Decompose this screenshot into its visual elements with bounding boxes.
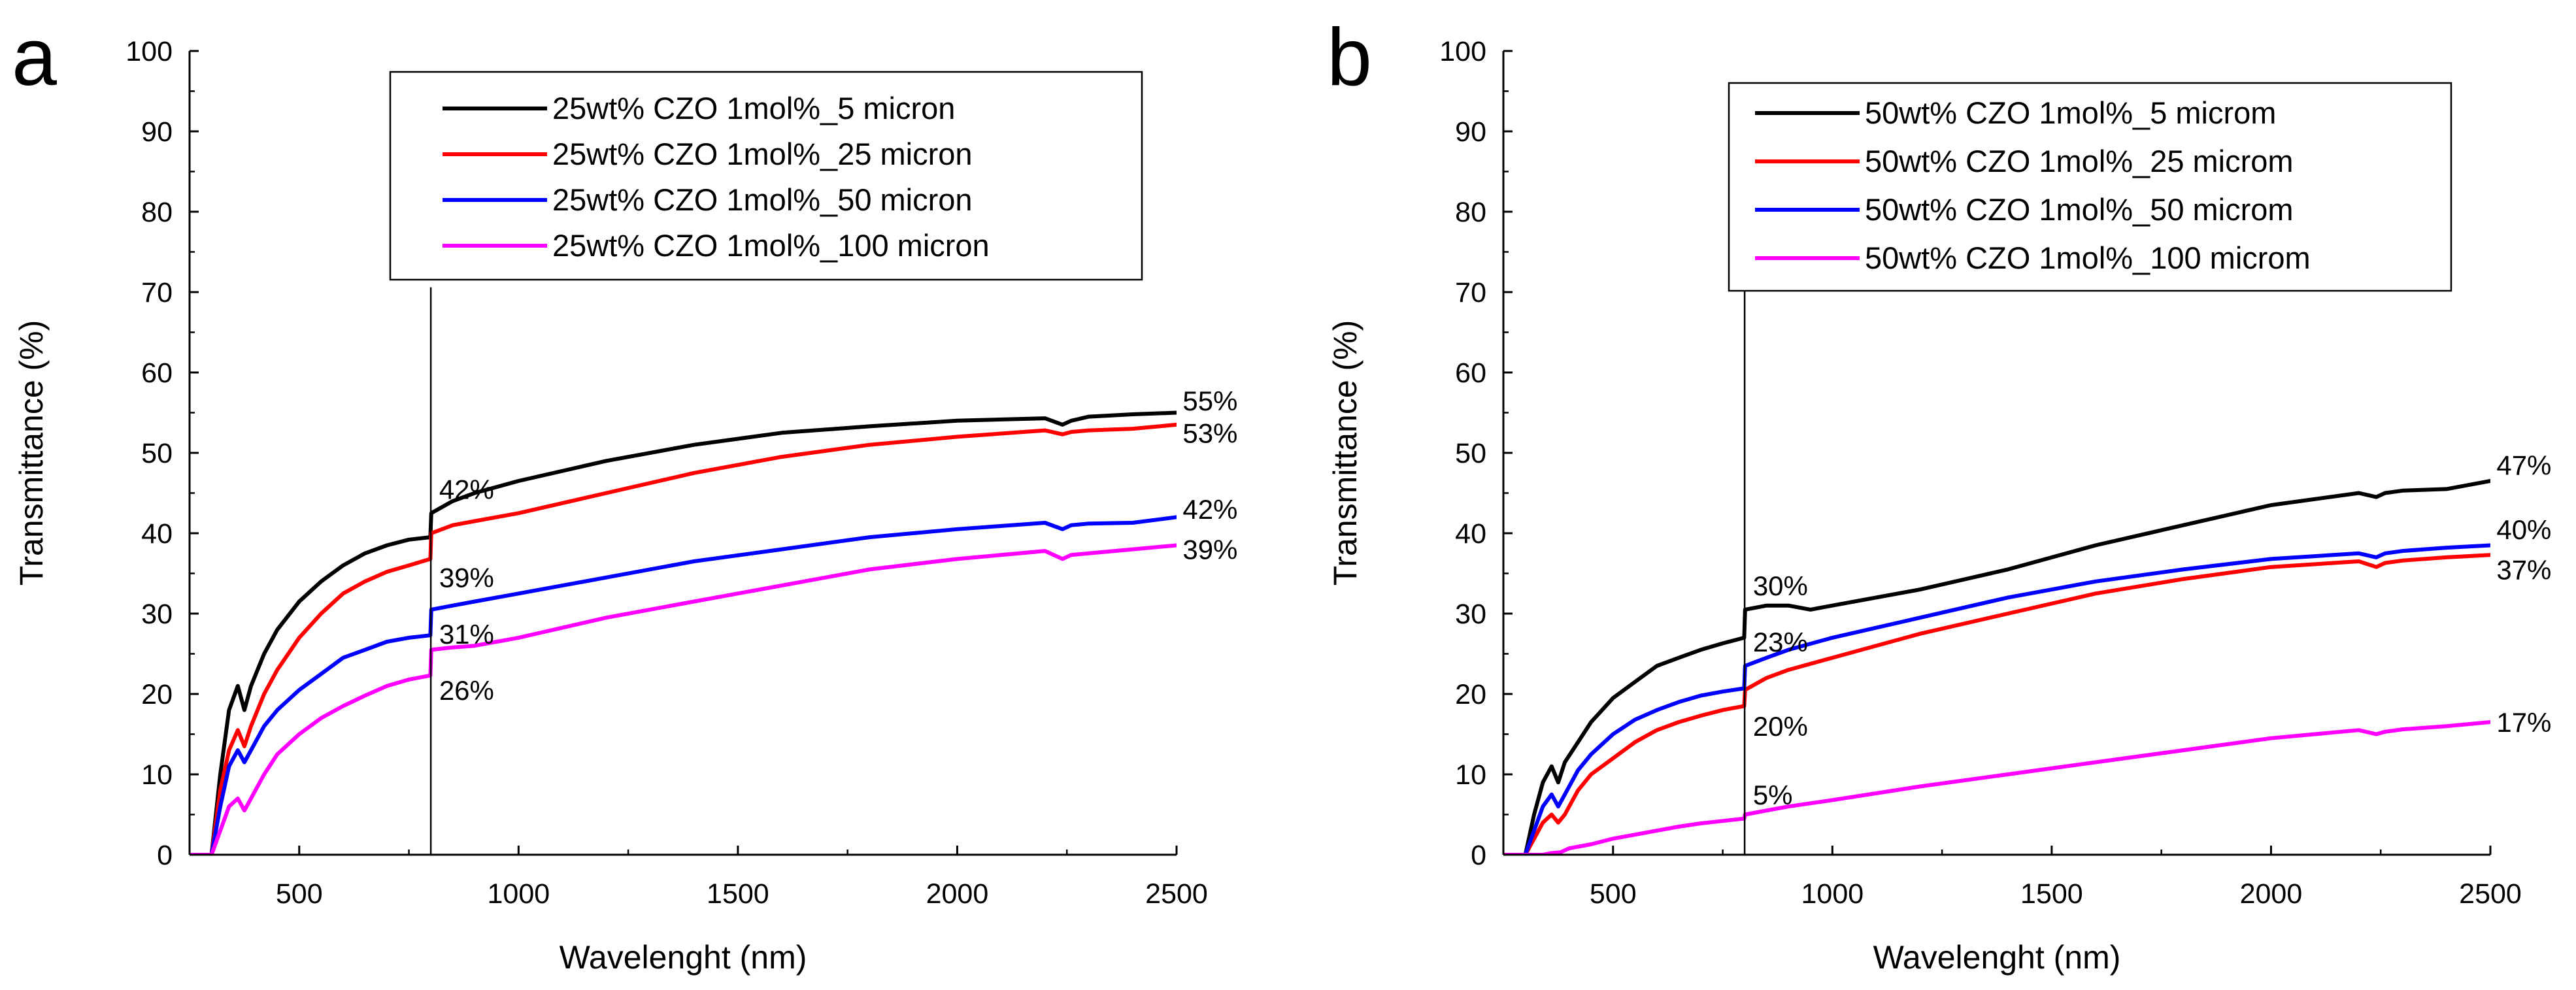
value-annotation: 53% bbox=[1182, 418, 1237, 448]
x-tick-label: 2500 bbox=[2459, 878, 2522, 910]
legend-label-2: 50wt% CZO 1mol%_50 microm bbox=[1865, 192, 2294, 227]
x-axis-title: Wavelenght (nm) bbox=[560, 939, 807, 976]
y-tick-label: 30 bbox=[141, 599, 173, 630]
x-tick-label: 500 bbox=[276, 878, 323, 910]
y-tick-label: 100 bbox=[1439, 36, 1486, 67]
x-tick-label: 1500 bbox=[2020, 878, 2083, 910]
x-axis-title: Wavelenght (nm) bbox=[1873, 939, 2121, 976]
value-annotation: 42% bbox=[439, 474, 494, 504]
y-tick-label: 70 bbox=[141, 277, 173, 308]
value-annotation: 39% bbox=[439, 563, 494, 593]
value-annotation: 5% bbox=[1753, 780, 1793, 810]
y-tick-label: 0 bbox=[157, 840, 173, 871]
y-tick-label: 50 bbox=[1455, 438, 1486, 469]
y-tick-label: 30 bbox=[1455, 599, 1486, 630]
panel-letter: a bbox=[12, 12, 57, 103]
y-tick-label: 10 bbox=[141, 759, 173, 791]
legend-label-2: 25wt% CZO 1mol%_50 micron bbox=[552, 182, 973, 217]
y-tick-label: 50 bbox=[141, 438, 173, 469]
value-annotation: 40% bbox=[2496, 514, 2551, 545]
y-tick-label: 90 bbox=[141, 116, 173, 148]
y-tick-label: 70 bbox=[1455, 277, 1486, 308]
series-group bbox=[1503, 479, 2490, 855]
value-annotation: 42% bbox=[1182, 494, 1237, 525]
value-annotation: 17% bbox=[2496, 707, 2551, 738]
series-line-3 bbox=[1503, 720, 2490, 855]
legend: 25wt% CZO 1mol%_5 micron 25wt% CZO 1mol%_… bbox=[389, 71, 1143, 281]
panel-letter: b bbox=[1327, 12, 1372, 103]
y-tick-label: 40 bbox=[141, 518, 173, 550]
legend-label-1: 25wt% CZO 1mol%_25 micron bbox=[552, 137, 973, 171]
legend-label-3: 25wt% CZO 1mol%_100 micron bbox=[552, 228, 990, 263]
series-line-3 bbox=[190, 543, 1177, 855]
y-tick-label: 90 bbox=[1455, 116, 1486, 148]
y-axis-title: Transmittance (%) bbox=[13, 320, 50, 586]
value-annotation: 37% bbox=[2496, 554, 2551, 585]
value-annotation: 26% bbox=[439, 675, 494, 706]
y-tick-label: 60 bbox=[141, 357, 173, 389]
value-annotation: 23% bbox=[1753, 627, 1808, 657]
x-tick-label: 500 bbox=[1590, 878, 1637, 910]
y-tick-label: 0 bbox=[1471, 840, 1486, 871]
series-line-1 bbox=[190, 422, 1177, 855]
legend: 50wt% CZO 1mol%_5 microm 50wt% CZO 1mol%_… bbox=[1728, 82, 2452, 292]
x-tick-label: 2500 bbox=[1145, 878, 1208, 910]
legend-label-1: 50wt% CZO 1mol%_25 microm bbox=[1865, 144, 2294, 178]
x-tick-label: 1000 bbox=[1801, 878, 1864, 910]
x-tick-label: 1000 bbox=[487, 878, 550, 910]
chart-panel-a: a 0 10 20 30 40 50 60 70 80 90 100 500 1000 1500 2000 25… bbox=[12, 12, 1237, 976]
y-tick-label: 100 bbox=[125, 36, 173, 67]
y-tick-label: 10 bbox=[1455, 759, 1486, 791]
y-tick-label: 60 bbox=[1455, 357, 1486, 389]
value-annotation: 31% bbox=[439, 619, 494, 650]
series-group bbox=[190, 410, 1177, 855]
x-tick-label: 1500 bbox=[707, 878, 769, 910]
y-tick-label: 20 bbox=[1455, 679, 1486, 710]
x-tick-label: 2000 bbox=[926, 878, 989, 910]
value-annotation: 20% bbox=[1753, 711, 1808, 742]
y-tick-label: 20 bbox=[141, 679, 173, 710]
legend-label-0: 25wt% CZO 1mol%_5 micron bbox=[552, 91, 955, 125]
series-line-2 bbox=[1503, 543, 2490, 855]
chart-panel-b: b 0 10 20 30 40 50 60 70 80 90 100 500 1000 1500 2000 25… bbox=[1327, 12, 2551, 976]
legend-label-3: 50wt% CZO 1mol%_100 microm bbox=[1865, 240, 2311, 275]
value-annotation: 30% bbox=[1753, 570, 1808, 601]
y-axis-title: Transmittance (%) bbox=[1327, 320, 1363, 586]
y-tick-label: 40 bbox=[1455, 518, 1486, 550]
series-line-0 bbox=[1503, 479, 2490, 855]
value-annotation: 55% bbox=[1182, 386, 1237, 416]
y-tick-label: 80 bbox=[141, 197, 173, 228]
series-line-0 bbox=[190, 410, 1177, 855]
value-annotation: 47% bbox=[2496, 450, 2551, 480]
y-tick-label: 80 bbox=[1455, 197, 1486, 228]
legend-label-0: 50wt% CZO 1mol%_5 microm bbox=[1865, 95, 2276, 130]
value-annotation: 39% bbox=[1182, 535, 1237, 565]
x-tick-label: 2000 bbox=[2240, 878, 2303, 910]
